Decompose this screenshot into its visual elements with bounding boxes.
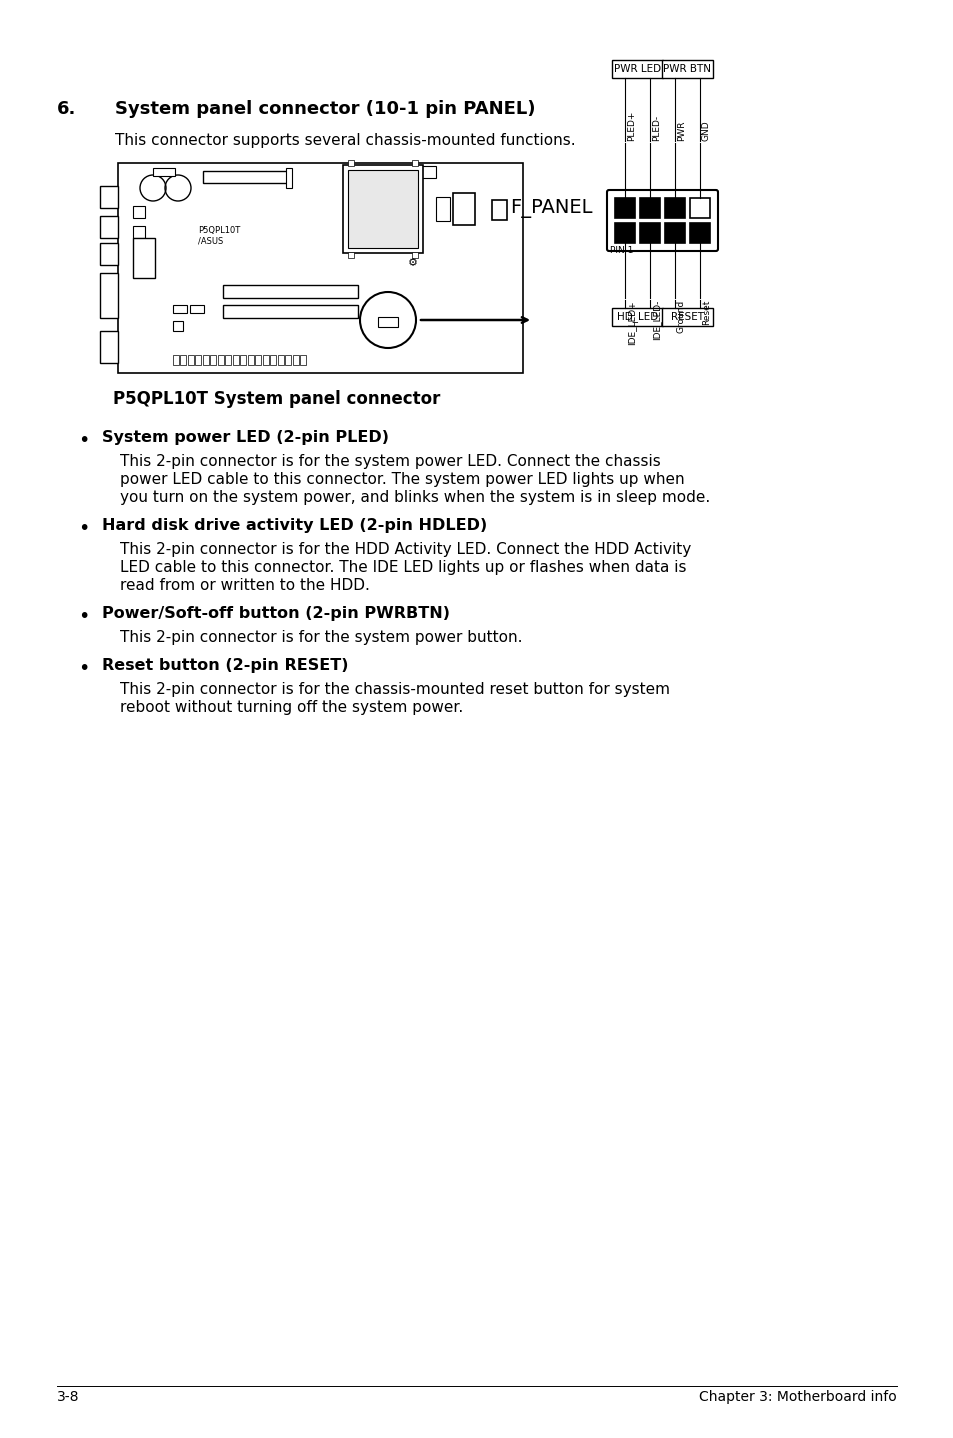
Bar bbox=[348, 252, 354, 257]
Text: Reset button (2-pin RESET): Reset button (2-pin RESET) bbox=[102, 659, 348, 673]
Bar bbox=[348, 160, 354, 165]
Bar bbox=[100, 273, 118, 318]
Bar bbox=[277, 355, 284, 365]
Bar bbox=[190, 305, 204, 313]
Bar bbox=[271, 355, 276, 365]
Text: Ground: Ground bbox=[677, 301, 685, 334]
Bar bbox=[664, 223, 684, 243]
Text: ⚙: ⚙ bbox=[408, 257, 417, 267]
Text: System power LED (2-pin PLED): System power LED (2-pin PLED) bbox=[102, 430, 389, 444]
Text: P5QPL10T: P5QPL10T bbox=[198, 226, 240, 234]
FancyBboxPatch shape bbox=[606, 190, 718, 252]
Bar bbox=[377, 316, 397, 326]
Text: •: • bbox=[78, 659, 90, 677]
Bar bbox=[188, 355, 193, 365]
Text: HD_LED: HD_LED bbox=[617, 312, 658, 322]
Text: power LED cable to this connector. The system power LED lights up when: power LED cable to this connector. The s… bbox=[120, 472, 684, 487]
Bar bbox=[225, 355, 232, 365]
Text: PLED-: PLED- bbox=[651, 115, 660, 141]
Bar bbox=[233, 355, 239, 365]
Bar bbox=[661, 308, 712, 326]
Bar bbox=[492, 200, 506, 220]
Text: Hard disk drive activity LED (2-pin HDLED): Hard disk drive activity LED (2-pin HDLE… bbox=[102, 518, 487, 533]
Bar bbox=[348, 170, 417, 247]
Bar bbox=[285, 355, 292, 365]
Bar bbox=[255, 355, 261, 365]
Bar bbox=[203, 171, 288, 183]
Text: This 2-pin connector is for the chassis-mounted reset button for system: This 2-pin connector is for the chassis-… bbox=[120, 682, 669, 697]
Bar bbox=[203, 355, 209, 365]
Bar bbox=[639, 198, 659, 219]
Text: F_PANEL: F_PANEL bbox=[510, 200, 592, 219]
Bar bbox=[218, 355, 224, 365]
Bar bbox=[436, 197, 450, 221]
Bar bbox=[293, 355, 298, 365]
Text: 6.: 6. bbox=[57, 101, 76, 118]
Text: This 2-pin connector is for the system power button.: This 2-pin connector is for the system p… bbox=[120, 630, 522, 646]
Bar bbox=[223, 305, 357, 318]
Text: This 2-pin connector is for the HDD Activity LED. Connect the HDD Activity: This 2-pin connector is for the HDD Acti… bbox=[120, 542, 691, 557]
Bar bbox=[248, 355, 253, 365]
Text: LED cable to this connector. The IDE LED lights up or flashes when data is: LED cable to this connector. The IDE LED… bbox=[120, 559, 686, 575]
Text: P5QPL10T System panel connector: P5QPL10T System panel connector bbox=[112, 390, 440, 408]
Bar bbox=[118, 162, 522, 372]
Text: reboot without turning off the system power.: reboot without turning off the system po… bbox=[120, 700, 463, 715]
Text: PWR BTN: PWR BTN bbox=[662, 65, 711, 73]
Bar bbox=[172, 321, 183, 331]
Text: This 2-pin connector is for the system power LED. Connect the chassis: This 2-pin connector is for the system p… bbox=[120, 454, 660, 469]
Text: Reset: Reset bbox=[701, 301, 710, 325]
Bar bbox=[211, 355, 216, 365]
Bar bbox=[180, 355, 186, 365]
Text: This connector supports several chassis-mounted functions.: This connector supports several chassis-… bbox=[115, 132, 575, 148]
Bar bbox=[661, 60, 712, 78]
Bar bbox=[223, 285, 357, 298]
Bar bbox=[132, 206, 145, 219]
Text: IDE_LED-: IDE_LED- bbox=[651, 301, 660, 341]
Text: •: • bbox=[78, 519, 90, 538]
Bar bbox=[300, 355, 306, 365]
Bar bbox=[612, 60, 662, 78]
Text: PIN 1: PIN 1 bbox=[609, 246, 633, 255]
Bar bbox=[263, 355, 269, 365]
Bar bbox=[132, 239, 154, 278]
Text: /ASUS: /ASUS bbox=[198, 237, 223, 246]
Text: 3-8: 3-8 bbox=[57, 1391, 79, 1403]
Bar bbox=[689, 198, 709, 219]
Text: PLED+: PLED+ bbox=[626, 111, 636, 141]
Text: •: • bbox=[78, 607, 90, 626]
Text: •: • bbox=[78, 431, 90, 450]
Bar bbox=[689, 223, 709, 243]
Bar bbox=[664, 198, 684, 219]
Text: Power/Soft-off button (2-pin PWRBTN): Power/Soft-off button (2-pin PWRBTN) bbox=[102, 605, 450, 621]
Text: PWR: PWR bbox=[677, 121, 685, 141]
Bar bbox=[615, 198, 635, 219]
Bar bbox=[453, 193, 475, 224]
Bar bbox=[172, 355, 179, 365]
Text: IDE_LED+: IDE_LED+ bbox=[626, 301, 636, 345]
Bar bbox=[100, 186, 118, 209]
Bar bbox=[132, 226, 145, 239]
Bar bbox=[612, 308, 662, 326]
Text: read from or written to the HDD.: read from or written to the HDD. bbox=[120, 578, 370, 592]
Text: PWR LED: PWR LED bbox=[614, 65, 660, 73]
Bar bbox=[100, 331, 118, 362]
Text: RESET: RESET bbox=[670, 312, 703, 322]
Text: you turn on the system power, and blinks when the system is in sleep mode.: you turn on the system power, and blinks… bbox=[120, 490, 709, 505]
Bar bbox=[417, 165, 436, 178]
Bar bbox=[240, 355, 246, 365]
Bar bbox=[100, 216, 118, 239]
Bar bbox=[412, 160, 417, 165]
Bar bbox=[615, 223, 635, 243]
Bar bbox=[286, 168, 292, 188]
Bar bbox=[195, 355, 201, 365]
Bar bbox=[152, 168, 174, 175]
Text: GND: GND bbox=[701, 121, 710, 141]
Bar bbox=[639, 223, 659, 243]
Bar bbox=[412, 252, 417, 257]
Text: System panel connector (10-1 pin PANEL): System panel connector (10-1 pin PANEL) bbox=[115, 101, 535, 118]
Bar bbox=[172, 305, 187, 313]
Bar bbox=[100, 243, 118, 265]
Bar bbox=[343, 165, 422, 253]
Text: Chapter 3: Motherboard info: Chapter 3: Motherboard info bbox=[699, 1391, 896, 1403]
